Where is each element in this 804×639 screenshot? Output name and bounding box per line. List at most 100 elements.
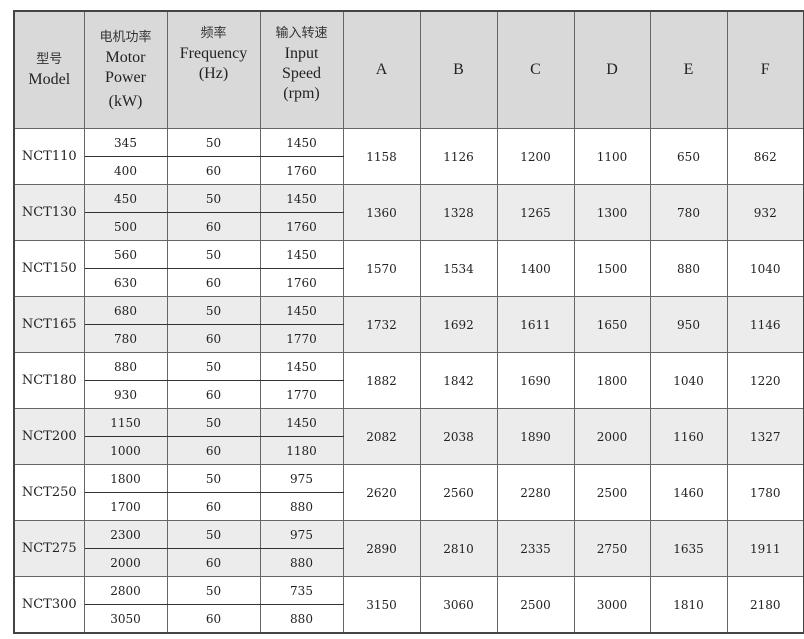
header-model-en: Model <box>28 71 71 88</box>
table-row: 630 60 1760 <box>14 268 804 297</box>
motor-power-cell: 630 <box>83 268 168 297</box>
dim-a-cell: 2890 <box>342 520 421 577</box>
header-dim-d: D <box>573 10 651 129</box>
header-speed-en2: Speed <box>281 65 322 82</box>
input-speed-cell: 975 <box>259 520 344 549</box>
frequency-cell: 60 <box>166 156 261 185</box>
input-speed-cell: 1760 <box>259 212 344 241</box>
input-speed-cell: 1450 <box>259 352 344 381</box>
header-motor-power: 电机功率 Motor Power (kW) <box>83 10 168 129</box>
dim-b-cell: 1842 <box>419 352 498 409</box>
dim-e-cell: 1160 <box>649 408 728 465</box>
dim-f-cell: 1146 <box>726 296 804 353</box>
motor-power-cell: 2000 <box>83 548 168 577</box>
model-cell: NCT180 <box>13 352 85 409</box>
dim-c-cell: 2280 <box>496 464 575 521</box>
dim-a-cell: 1882 <box>342 352 421 409</box>
dim-e-cell: 1635 <box>649 520 728 577</box>
input-speed-cell: 975 <box>259 464 344 493</box>
dim-f-cell: 932 <box>726 184 804 241</box>
table-row: NCT165 680 50 1450 1732 1692 1611 1650 950 1146 <box>13 296 804 353</box>
input-speed-cell: 1770 <box>259 324 344 353</box>
frequency-cell: 60 <box>166 380 261 409</box>
motor-power-cell: 1000 <box>83 436 168 465</box>
header-power-zh: 电机功率 <box>99 30 152 45</box>
table-row: NCT200 1150 50 1450 2082 2038 1890 2000 1160 1327 <box>13 408 804 465</box>
header-speed-zh: 输入转速 <box>275 26 328 41</box>
dim-d-cell: 3000 <box>573 576 651 634</box>
dim-f-cell: 1040 <box>726 240 804 297</box>
header-model: 型号 Model <box>13 10 85 129</box>
input-speed-cell: 1760 <box>259 156 344 185</box>
frequency-cell: 50 <box>166 184 261 213</box>
dim-f-cell: 1911 <box>726 520 804 577</box>
dim-a-cell: 1570 <box>342 240 421 297</box>
dim-e-cell: 1040 <box>649 352 728 409</box>
input-speed-cell: 1180 <box>259 436 344 465</box>
table-row: 3050 60 880 <box>14 604 804 634</box>
model-cell: NCT150 <box>13 240 85 297</box>
dim-d-cell: 1650 <box>573 296 651 353</box>
table-row: NCT180 880 50 1450 1882 1842 1690 1800 1040 1220 <box>13 352 804 409</box>
dim-a-cell: 1732 <box>342 296 421 353</box>
dim-e-cell: 950 <box>649 296 728 353</box>
dim-d-cell: 1300 <box>573 184 651 241</box>
dim-a-cell: 1360 <box>342 184 421 241</box>
dim-a-cell: 2082 <box>342 408 421 465</box>
header-power-unit: (kW) <box>108 93 143 110</box>
dim-c-cell: 1890 <box>496 408 575 465</box>
frequency-cell: 50 <box>166 352 261 381</box>
frequency-cell: 50 <box>166 240 261 269</box>
model-cell: NCT275 <box>13 520 85 577</box>
dim-e-cell: 880 <box>649 240 728 297</box>
dim-b-cell: 2038 <box>419 408 498 465</box>
dim-b-cell: 1328 <box>419 184 498 241</box>
motor-power-cell: 680 <box>83 296 168 325</box>
input-speed-cell: 1450 <box>259 128 344 157</box>
frequency-cell: 50 <box>166 464 261 493</box>
header-power-en2: Power <box>105 69 146 86</box>
table-row: 780 60 1770 <box>14 324 804 353</box>
motor-power-cell: 450 <box>83 184 168 213</box>
model-cell: NCT130 <box>13 184 85 241</box>
model-cell: NCT300 <box>13 576 85 634</box>
input-speed-cell: 880 <box>259 492 344 521</box>
motor-power-cell: 3050 <box>83 604 168 634</box>
table-row: NCT150 560 50 1450 1570 1534 1400 1500 880 1040 <box>13 240 804 297</box>
motor-power-cell: 2800 <box>83 576 168 605</box>
input-speed-cell: 1450 <box>259 184 344 213</box>
dim-f-cell: 2180 <box>726 576 804 634</box>
dim-d-cell: 2750 <box>573 520 651 577</box>
header-power-en1: Motor <box>105 49 146 66</box>
frequency-cell: 60 <box>166 604 261 634</box>
table-row: NCT275 2300 50 975 2890 2810 2335 2750 1635 1911 <box>13 520 804 577</box>
frequency-cell: 60 <box>166 492 261 521</box>
frequency-cell: 60 <box>166 268 261 297</box>
dim-e-cell: 1810 <box>649 576 728 634</box>
header-frequency-unit: (Hz) <box>198 65 229 82</box>
table-row: NCT300 2800 50 735 3150 3060 2500 3000 1810 2180 <box>13 576 804 634</box>
dim-c-cell: 1400 <box>496 240 575 297</box>
header-model-zh: 型号 <box>36 52 63 67</box>
dim-a-cell: 1158 <box>342 128 421 185</box>
table-row: 400 60 1760 <box>14 156 804 185</box>
dim-c-cell: 2500 <box>496 576 575 634</box>
dim-e-cell: 1460 <box>649 464 728 521</box>
dim-d-cell: 2500 <box>573 464 651 521</box>
dim-a-cell: 2620 <box>342 464 421 521</box>
dim-d-cell: 2000 <box>573 408 651 465</box>
dim-e-cell: 780 <box>649 184 728 241</box>
motor-power-cell: 400 <box>83 156 168 185</box>
dim-f-cell: 1780 <box>726 464 804 521</box>
frequency-cell: 60 <box>166 324 261 353</box>
frequency-cell: 50 <box>166 520 261 549</box>
header-dim-c: C <box>496 10 575 129</box>
input-speed-cell: 1760 <box>259 268 344 297</box>
motor-power-cell: 880 <box>83 352 168 381</box>
table-header: 型号 Model 电机功率 Motor Power (kW) 频率 Freque… <box>13 10 804 129</box>
header-dim-e: E <box>649 10 728 129</box>
input-speed-cell: 1450 <box>259 240 344 269</box>
specification-table: 型号 Model 电机功率 Motor Power (kW) 频率 Freque… <box>13 10 804 634</box>
model-cell: NCT250 <box>13 464 85 521</box>
input-speed-cell: 880 <box>259 604 344 634</box>
